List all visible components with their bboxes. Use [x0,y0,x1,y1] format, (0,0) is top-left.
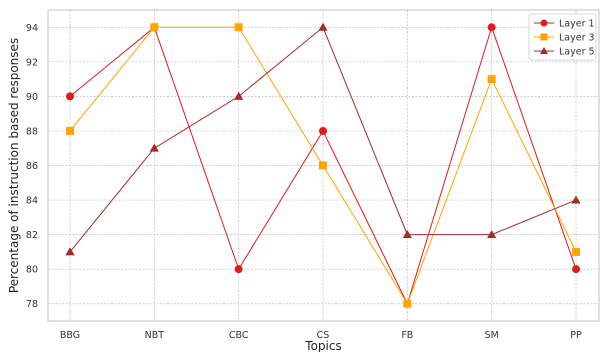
y-tick-label: 88 [26,126,38,137]
legend: Layer 1 Layer 3 Layer 5 [528,13,597,61]
y-tick-label: 78 [26,299,38,310]
data-point [572,265,580,274]
data-point [571,195,581,204]
legend-label: Layer 5 [559,46,595,57]
data-point [487,23,496,32]
x-tick-label: CS [317,330,330,341]
data-point [540,19,548,27]
data-point [487,230,497,239]
data-point [149,143,159,152]
x-tick-label: BBG [60,330,80,341]
data-point [319,161,327,170]
legend-label: Layer 1 [559,18,595,29]
data-point [572,247,580,256]
y-tick-label: 92 [26,57,38,68]
x-tick-label: CBC [229,330,249,341]
data-point [539,46,549,55]
x-axis-label: Topics [304,339,341,352]
y-axis-label: Percentage of instruction based response… [7,38,21,293]
x-tick-label: FB [401,330,413,341]
legend-label: Layer 3 [559,32,595,43]
x-tick-label: PP [570,330,582,341]
y-tick-label: 80 [26,265,38,276]
y-tick-label: 90 [26,92,38,103]
y-tick-label: 86 [26,161,38,172]
data-point [487,75,496,84]
data-point [318,22,328,31]
y-tick-label: 84 [26,196,38,207]
y-tick-label: 94 [26,23,38,34]
legend-item: Layer 5 [534,46,595,57]
data-point [234,91,244,100]
legend-item: Layer 3 [534,32,595,43]
data-point [234,23,243,32]
data-point [540,33,548,41]
x-tick-label: NBT [145,330,165,341]
plot-area-frame [47,9,600,322]
data-point [403,299,412,308]
y-tick-labels: 78 80 82 84 86 88 90 92 94 [26,23,38,310]
y-tick-label: 82 [26,230,38,241]
x-tick-label: SM [485,330,499,341]
data-point [150,23,159,32]
data-point [234,265,243,274]
data-point [66,92,74,101]
series-layer-5 [65,22,581,256]
data-point [65,247,75,256]
series-group [65,22,581,308]
data-point [402,230,412,239]
series-layer-3 [66,23,580,308]
x-tick-labels: BBG NBT CBC CS FB SM PP [60,330,582,341]
legend-item: Layer 1 [534,18,595,29]
data-point [319,126,327,135]
data-point [66,126,74,135]
